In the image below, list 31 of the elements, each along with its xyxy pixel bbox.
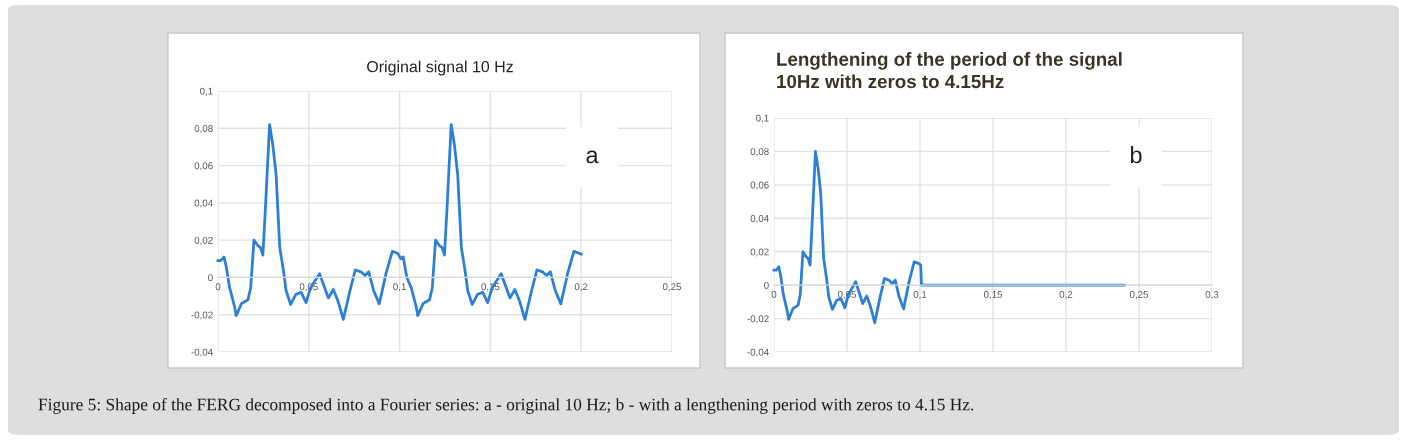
x-tick-label: 0 xyxy=(215,283,221,291)
x-tick-label: 0,2 xyxy=(574,283,588,292)
chart-title: Original signal 10 Hz xyxy=(367,60,513,76)
x-tick-label: 0,1 xyxy=(913,290,927,299)
y-tick-label: 0,04 xyxy=(750,215,769,224)
y-tick-label: 0,04 xyxy=(194,199,213,208)
annotation: b xyxy=(1130,146,1142,164)
y-tick-label: 0,02 xyxy=(750,248,769,257)
y-tick-label: -0,02 xyxy=(191,311,213,320)
x-tick-label: 0,1 xyxy=(393,283,406,292)
x-tick-label: 0,3 xyxy=(1205,290,1219,299)
y-tick-label: 0,08 xyxy=(194,125,213,134)
annotation: a xyxy=(586,150,599,164)
x-tick-label: 0,15 xyxy=(983,290,1003,299)
y-tick-label: 0 xyxy=(208,274,213,282)
x-tick-label: 0,25 xyxy=(662,283,682,292)
y-tick-label: -0,02 xyxy=(747,315,769,324)
x-tick-label: 0,25 xyxy=(1129,290,1149,299)
x-tick-label: 0,2 xyxy=(1059,290,1073,299)
caption: Figure 5: Shape of the FERG decomposed into a Fourier series: a - original 10 Hz; b - with a lengthening period with zeros to 4.15 Hz. xyxy=(38,398,974,414)
y-tick-label: 0,06 xyxy=(194,162,213,171)
y-tick-label: 0,1 xyxy=(756,114,769,123)
y-tick-label: -0,04 xyxy=(747,348,769,357)
y-tick-label: 0,02 xyxy=(194,236,213,245)
line-series xyxy=(772,150,1126,325)
y-tick-label: 0,08 xyxy=(750,148,769,157)
y-tick-label: 0,1 xyxy=(200,87,213,96)
chart-title: Lengthening of the period of the signal 10Hz with zeros to 4.15Hz xyxy=(777,52,1122,89)
x-tick-label: 0 xyxy=(771,290,777,298)
y-tick-label: 0,06 xyxy=(750,181,769,190)
y-tick-label: -0,04 xyxy=(191,348,213,357)
